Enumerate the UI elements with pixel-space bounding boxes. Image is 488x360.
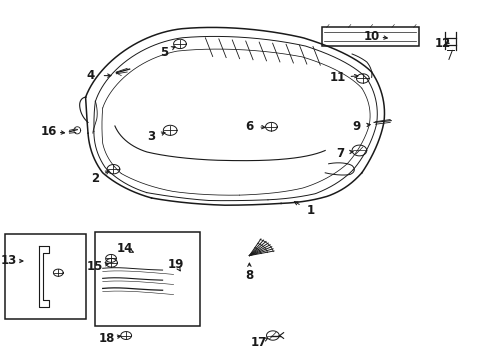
Text: 1: 1 <box>306 204 314 217</box>
Text: 17: 17 <box>250 336 267 348</box>
Text: 5: 5 <box>160 46 167 59</box>
Text: 15: 15 <box>87 260 103 273</box>
Text: 9: 9 <box>352 120 360 132</box>
Text: 2: 2 <box>91 172 99 185</box>
Text: 18: 18 <box>98 332 115 345</box>
Text: 3: 3 <box>147 130 155 143</box>
Bar <box>321 27 418 46</box>
Text: 19: 19 <box>167 258 184 271</box>
Text: 13: 13 <box>0 255 17 267</box>
Text: 6: 6 <box>245 120 253 132</box>
Text: 16: 16 <box>41 125 57 138</box>
Text: 8: 8 <box>245 269 253 282</box>
Text: 14: 14 <box>116 242 133 255</box>
Text: 12: 12 <box>433 37 450 50</box>
Text: 11: 11 <box>328 71 345 84</box>
Text: 7: 7 <box>335 147 343 159</box>
Bar <box>5 234 85 319</box>
Text: 10: 10 <box>363 30 379 42</box>
Text: 4: 4 <box>86 69 94 82</box>
Bar <box>95 232 200 326</box>
